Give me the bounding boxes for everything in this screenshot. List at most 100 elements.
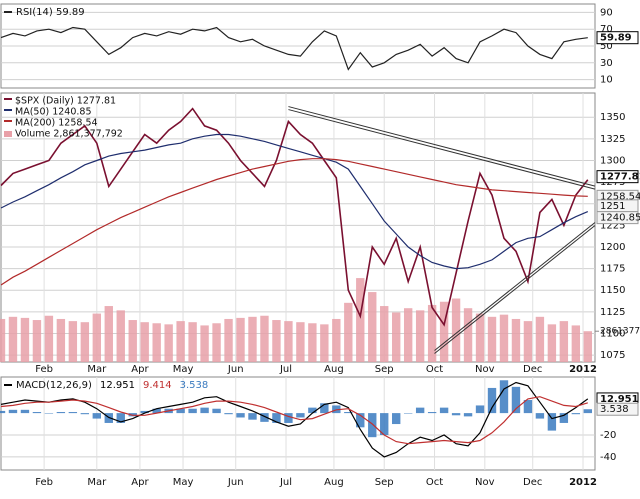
histogram-bar (176, 408, 185, 414)
legend-swatch (4, 109, 12, 111)
y-tick-label: 1300 (600, 155, 625, 166)
y-tick-label: -40 (600, 452, 616, 463)
histogram-bar (140, 410, 149, 414)
x-tick-label: 2012 (569, 477, 597, 488)
legend-swatch (4, 120, 12, 122)
trendline (434, 222, 596, 351)
x-tick-label: Sep (375, 477, 394, 488)
x-tick-label: Feb (35, 364, 53, 375)
x-tick-label: Mar (87, 364, 107, 375)
histogram-bar (511, 386, 521, 414)
histogram-bar (547, 413, 557, 431)
series-line (0, 26, 588, 71)
y-tick-label: 1200 (600, 242, 625, 253)
last-value-label: 1240.85 (600, 213, 640, 224)
volume-bar (224, 318, 233, 362)
histogram-bar (8, 409, 18, 414)
legend-label: 12.951 (100, 380, 135, 391)
series-line (0, 158, 588, 286)
histogram-bar (152, 408, 161, 414)
volume-bar (200, 325, 209, 362)
legend-swatch (4, 131, 12, 137)
histogram-bar (32, 412, 42, 414)
y-tick-label: 1225 (600, 220, 625, 231)
volume-bar (260, 315, 269, 362)
y-tick-label: 1075 (600, 350, 625, 361)
histogram-bar (403, 413, 413, 414)
volume-bar (535, 316, 545, 362)
last-value-label: 59.89 (600, 33, 632, 44)
volume-bar (511, 318, 521, 362)
x-tick-label: May (173, 364, 194, 375)
legend-swatch (4, 98, 12, 100)
histogram-bar (415, 407, 425, 414)
x-tick-label: Mar (87, 477, 107, 488)
x-tick-label: Oct (426, 477, 443, 488)
histogram-bar (344, 412, 353, 414)
legend-label: Volume 2,861,377,792 (15, 129, 123, 140)
legend-label: MA(50) 1240.85 (15, 107, 92, 118)
histogram-bar (463, 413, 473, 417)
histogram-bar (212, 408, 221, 414)
legend-label: $SPX (Daily) 1277.81 (15, 96, 116, 107)
x-tick-label: Nov (475, 364, 495, 375)
legend-label: MA(200) 1258.54 (15, 118, 98, 129)
histogram-bar (380, 413, 389, 435)
volume-bar (380, 306, 389, 362)
histogram-bar (248, 413, 257, 420)
volume-bar (583, 331, 593, 362)
series-line (0, 381, 589, 458)
x-tick-label: Jul (279, 477, 292, 488)
volume-bar (332, 318, 341, 362)
histogram-bar (56, 412, 66, 414)
volume-bar (44, 315, 54, 362)
histogram-bar (0, 410, 6, 414)
histogram-bar (499, 380, 509, 414)
y-tick-label: 10 (600, 75, 613, 86)
histogram-bar (44, 413, 54, 414)
volume-bar (415, 310, 425, 362)
histogram-bar (260, 413, 269, 422)
histogram-bar (356, 413, 365, 428)
histogram-bar (523, 399, 533, 414)
volume-bar (20, 317, 30, 362)
histogram-bar (188, 408, 197, 414)
y-tick-label: 30 (600, 58, 613, 69)
histogram-bar (92, 413, 101, 419)
series-line (0, 133, 589, 270)
volume-bar (463, 308, 473, 362)
histogram-bar (224, 413, 233, 415)
volume-bar (344, 302, 353, 362)
x-tick-label: May (173, 477, 194, 488)
volume-bar (140, 322, 149, 362)
histogram-bar (535, 413, 545, 419)
volume-bar (451, 298, 461, 362)
histogram-bar (236, 413, 245, 418)
volume-bar (128, 320, 137, 362)
volume-bar (80, 322, 90, 362)
last-value-box (596, 211, 639, 225)
x-tick-label: Jun (227, 364, 244, 375)
volume-bar (487, 316, 497, 362)
x-tick-label: Oct (426, 364, 443, 375)
volume-bar (68, 321, 78, 362)
volume-bar (403, 308, 413, 362)
histogram-bar (487, 387, 497, 414)
volume-bar (0, 318, 6, 362)
y-tick-label: 1175 (600, 264, 625, 275)
x-tick-label: 2012 (569, 364, 597, 375)
panel-title: RSI(14) 59.89 (16, 7, 85, 18)
volume-bar (56, 318, 66, 362)
histogram-bar (475, 405, 485, 414)
histogram-bar (272, 413, 281, 423)
last-value-box (596, 31, 639, 45)
legend-swatch (4, 384, 12, 386)
last-value-label: 1258.54 (600, 191, 640, 202)
y-tick-label: 1325 (600, 134, 625, 145)
histogram-bar (20, 409, 30, 414)
legend-swatch (4, 11, 12, 13)
volume-bar (427, 304, 437, 362)
histogram-bar (308, 407, 317, 414)
x-tick-label: Jun (227, 477, 244, 488)
